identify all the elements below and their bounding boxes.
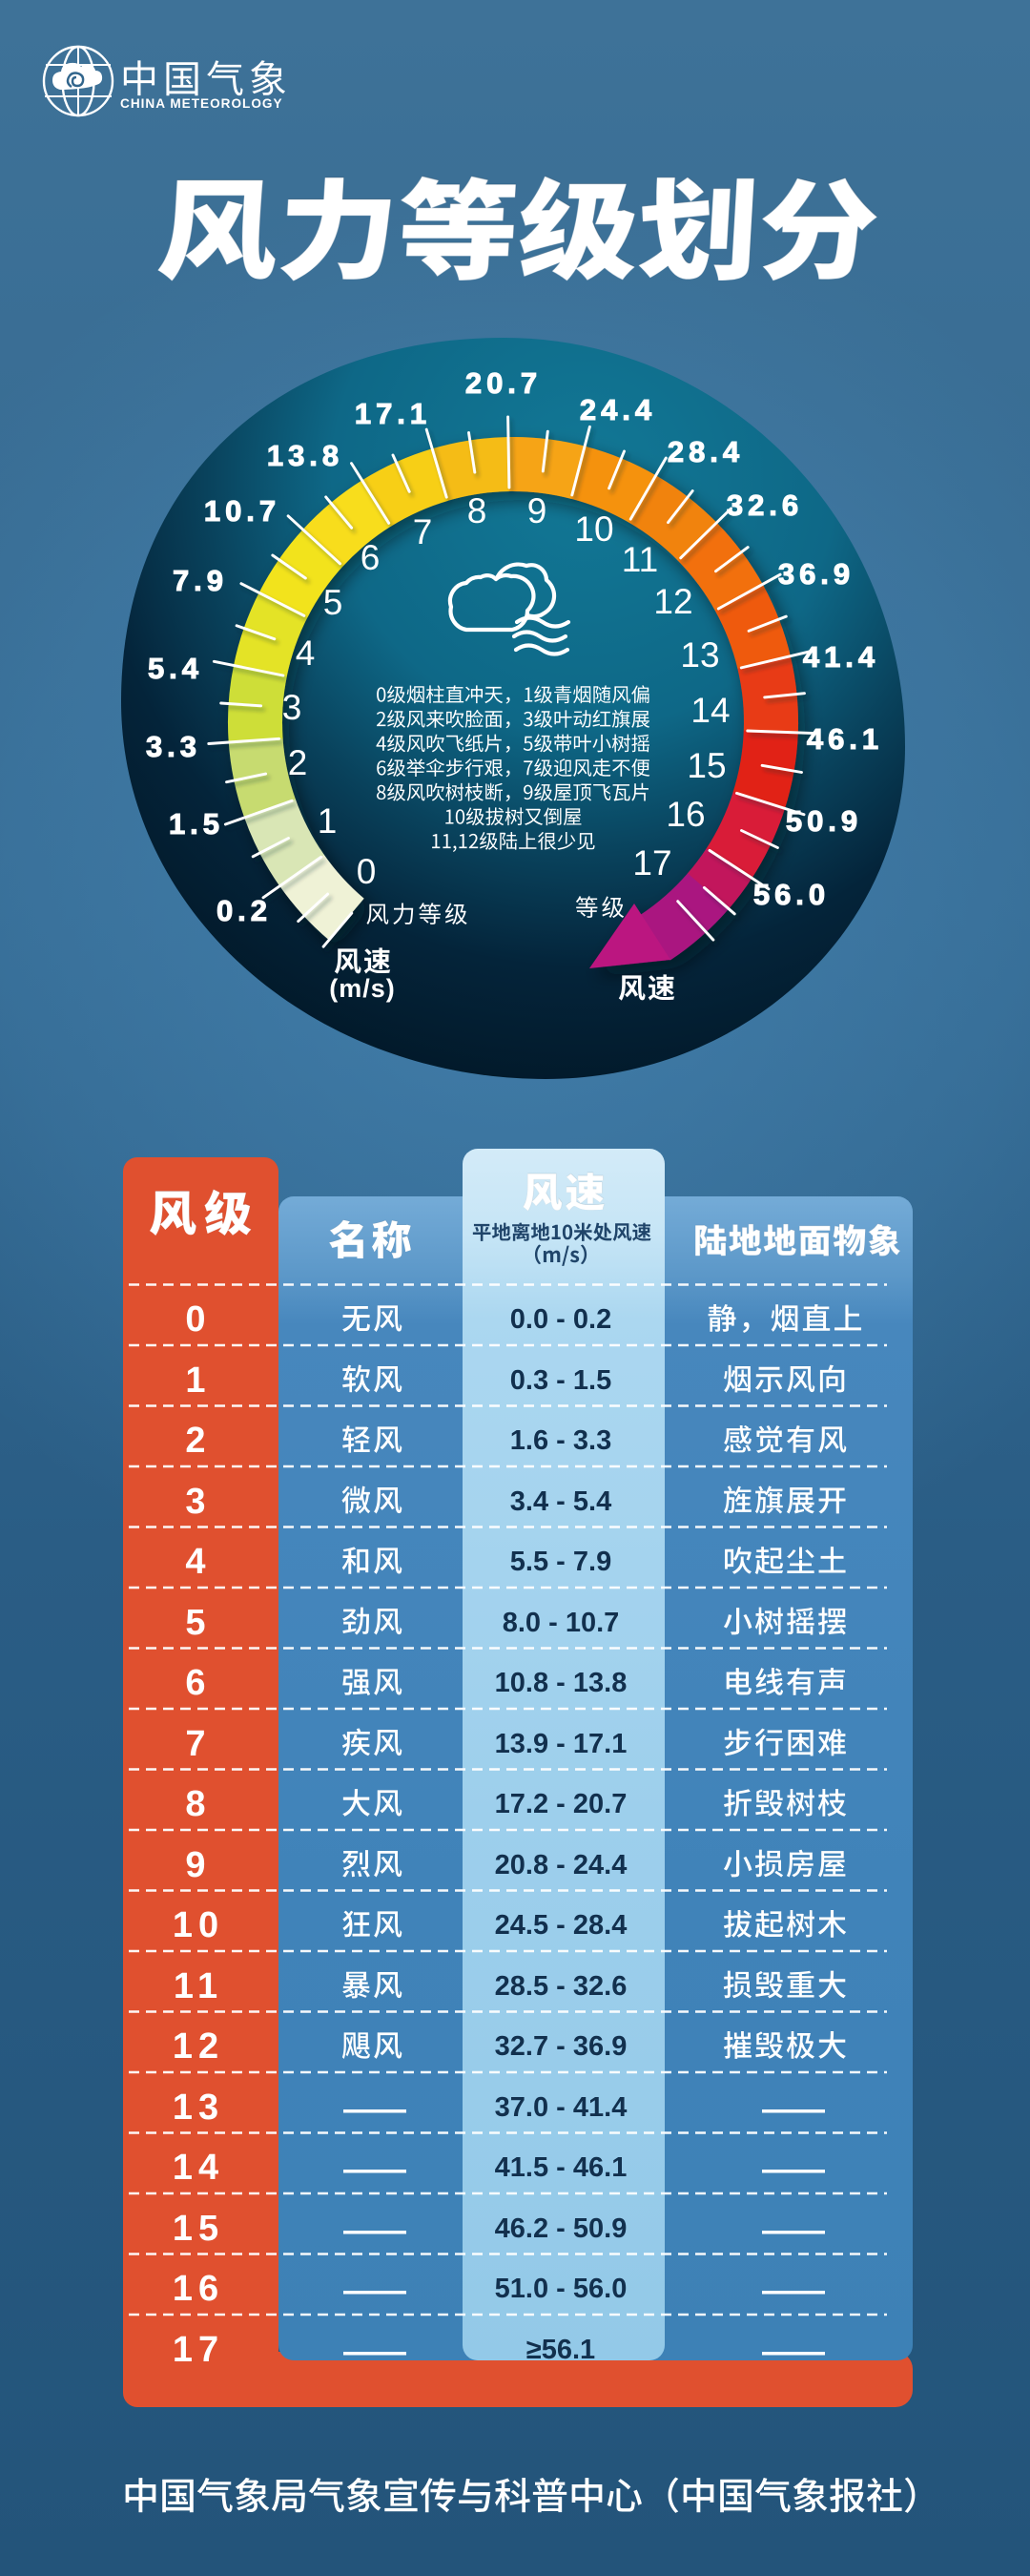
svg-text:17.2 - 20.7: 17.2 - 20.7 [495, 1789, 628, 1819]
svg-text:20.8 - 24.4: 20.8 - 24.4 [495, 1850, 628, 1880]
svg-text:41.5 - 46.1: 41.5 - 46.1 [495, 2152, 628, 2183]
svg-text:17: 17 [173, 2330, 224, 2370]
svg-text:12: 12 [173, 2026, 224, 2067]
svg-text:28.4: 28.4 [668, 435, 744, 468]
svg-text:13: 13 [173, 2088, 224, 2128]
svg-text:13: 13 [680, 635, 719, 675]
svg-text:28.5 - 32.6: 28.5 - 32.6 [495, 1971, 628, 2002]
svg-text:17: 17 [632, 843, 671, 883]
svg-text:5.4: 5.4 [148, 652, 203, 685]
svg-text:37.0 - 41.4: 37.0 - 41.4 [495, 2092, 628, 2123]
svg-text:56.0: 56.0 [753, 878, 830, 911]
svg-text:0: 0 [185, 1299, 211, 1340]
svg-text:13.8: 13.8 [267, 439, 343, 472]
svg-text:20.7: 20.7 [465, 366, 542, 400]
svg-text:32.6: 32.6 [727, 488, 803, 522]
svg-text:14: 14 [173, 2148, 224, 2188]
svg-text:8: 8 [185, 1784, 211, 1824]
svg-text:16: 16 [666, 795, 705, 834]
svg-text:11: 11 [622, 540, 658, 579]
svg-text:10: 10 [173, 1905, 224, 1945]
svg-text:32.7 - 36.9: 32.7 - 36.9 [495, 2031, 628, 2062]
svg-text:(m/s): (m/s) [329, 974, 396, 1003]
svg-text:13.9 - 17.1: 13.9 - 17.1 [495, 1729, 628, 1759]
svg-text:14: 14 [690, 691, 730, 730]
svg-text:17.1: 17.1 [355, 397, 431, 430]
svg-text:3: 3 [185, 1482, 211, 1522]
svg-text:8.0 - 10.7: 8.0 - 10.7 [503, 1608, 620, 1638]
svg-text:15: 15 [687, 746, 726, 785]
svg-text:2: 2 [185, 1421, 211, 1461]
svg-text:0.0 - 0.2: 0.0 - 0.2 [510, 1304, 611, 1335]
svg-text:7: 7 [185, 1724, 211, 1764]
svg-text:9: 9 [527, 491, 547, 530]
svg-text:4: 4 [296, 634, 316, 673]
svg-text:5: 5 [185, 1603, 211, 1643]
svg-text:5.5 - 7.9: 5.5 - 7.9 [510, 1547, 611, 1577]
svg-text:5: 5 [323, 583, 343, 622]
svg-text:50.9: 50.9 [786, 804, 862, 838]
svg-text:0.3 - 1.5: 0.3 - 1.5 [510, 1365, 611, 1396]
svg-text:3: 3 [282, 688, 302, 727]
svg-text:46.1: 46.1 [807, 722, 883, 756]
svg-text:0: 0 [357, 852, 377, 891]
svg-text:10.7: 10.7 [204, 494, 280, 528]
svg-text:1.5: 1.5 [169, 807, 224, 841]
svg-text:7: 7 [413, 512, 433, 551]
svg-text:9: 9 [185, 1845, 211, 1885]
svg-text:1: 1 [185, 1361, 211, 1401]
svg-text:10.8 - 13.8: 10.8 - 13.8 [495, 1668, 628, 1698]
svg-text:4: 4 [185, 1542, 211, 1582]
svg-text:≥56.1: ≥56.1 [526, 2335, 595, 2365]
svg-text:CHINA METEOROLOGY: CHINA METEOROLOGY [120, 96, 283, 111]
svg-text:36.9: 36.9 [778, 557, 855, 591]
svg-text:46.2 - 50.9: 46.2 - 50.9 [495, 2213, 628, 2244]
svg-text:24.4: 24.4 [580, 393, 656, 426]
svg-text:3.3: 3.3 [146, 730, 201, 763]
svg-text:2: 2 [288, 743, 308, 782]
svg-text:24.5 - 28.4: 24.5 - 28.4 [495, 1910, 628, 1941]
svg-text:51.0 - 56.0: 51.0 - 56.0 [495, 2274, 628, 2304]
svg-text:15: 15 [173, 2209, 224, 2249]
svg-text:16: 16 [173, 2269, 224, 2309]
svg-text:6: 6 [360, 538, 381, 577]
svg-text:7.9: 7.9 [173, 564, 228, 597]
svg-text:8: 8 [467, 491, 487, 530]
svg-text:0.2: 0.2 [216, 894, 272, 927]
svg-text:12: 12 [653, 582, 692, 621]
svg-text:6: 6 [185, 1663, 211, 1703]
svg-text:1.6 - 3.3: 1.6 - 3.3 [510, 1425, 611, 1456]
svg-text:41.4: 41.4 [803, 640, 879, 674]
svg-text:1: 1 [318, 801, 338, 841]
svg-text:11: 11 [174, 1966, 223, 2006]
svg-text:3.4 - 5.4: 3.4 - 5.4 [510, 1486, 611, 1517]
svg-text:10: 10 [574, 509, 613, 549]
